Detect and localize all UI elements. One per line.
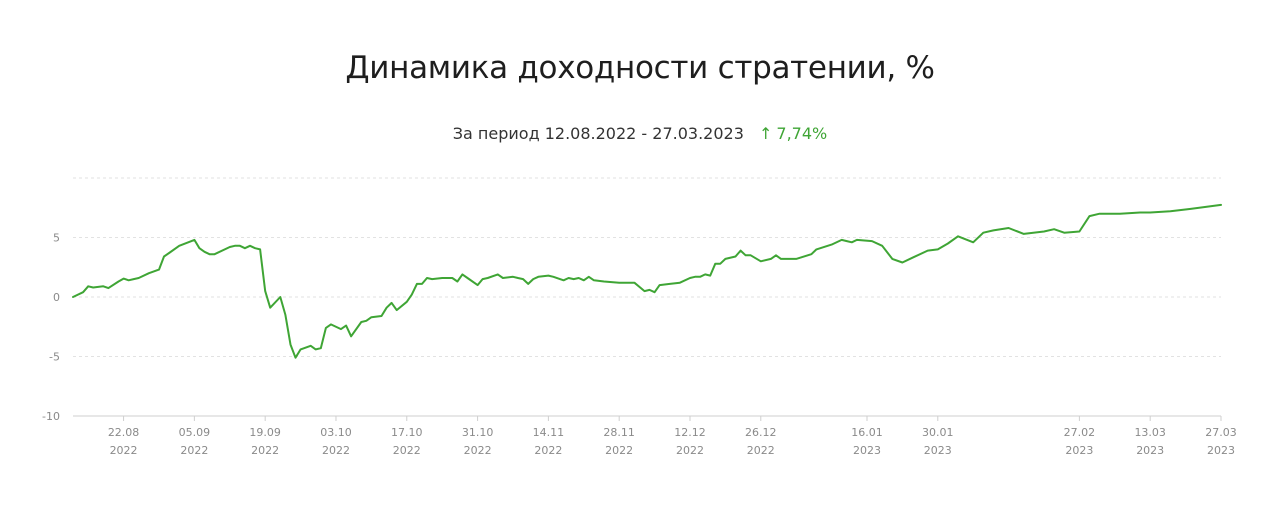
y-tick-label: 5 [53, 232, 60, 245]
x-tick-label: 16.01 [851, 426, 883, 439]
x-tick-year: 2023 [853, 444, 881, 457]
return-series-line [72, 203, 1222, 359]
x-tick-year: 2022 [747, 444, 775, 457]
x-tick-label: 30.01 [922, 426, 954, 439]
x-tick-year: 2022 [251, 444, 279, 457]
chart-title: Динамика доходности стратении, % [345, 50, 935, 86]
x-tick-label: 31.10 [462, 426, 494, 439]
x-tick-label: 14.11 [533, 426, 565, 439]
x-tick-year: 2022 [180, 444, 208, 457]
x-tick-year: 2023 [1207, 444, 1235, 457]
y-tick-label: -10 [42, 410, 60, 423]
x-tick-label: 19.09 [249, 426, 281, 439]
y-tick-label: 0 [53, 291, 60, 304]
x-tick-label: 27.03 [1205, 426, 1237, 439]
x-tick-label: 03.10 [320, 426, 352, 439]
x-tick-year: 2022 [676, 444, 704, 457]
x-tick-year: 2023 [924, 444, 952, 457]
x-tick-year: 2023 [1065, 444, 1093, 457]
y-tick-label: -5 [49, 351, 60, 364]
x-tick-label: 26.12 [745, 426, 777, 439]
x-tick-year: 2022 [464, 444, 492, 457]
x-tick-year: 2022 [322, 444, 350, 457]
x-tick-year: 2022 [393, 444, 421, 457]
x-tick-year: 2022 [605, 444, 633, 457]
x-tick-label: 28.11 [603, 426, 635, 439]
period-label: За период 12.08.2022 - 27.03.2023 [452, 124, 744, 143]
total-return-value: 7,74% [776, 124, 828, 143]
x-tick-label: 27.02 [1064, 426, 1096, 439]
x-tick-label: 17.10 [391, 426, 423, 439]
arrow-up-icon: ↑ [758, 124, 773, 143]
x-tick-label: 13.03 [1134, 426, 1166, 439]
x-tick-year: 2022 [110, 444, 138, 457]
total-return: ↑ 7,74% [759, 124, 827, 143]
x-tick-year: 2023 [1136, 444, 1164, 457]
period-summary: За период 12.08.2022 - 27.03.2023 ↑ 7,74% [0, 124, 1280, 143]
x-tick-label: 05.09 [179, 426, 211, 439]
x-tick-label: 12.12 [674, 426, 706, 439]
x-tick-year: 2022 [534, 444, 562, 457]
x-tick-label: 22.08 [108, 426, 140, 439]
